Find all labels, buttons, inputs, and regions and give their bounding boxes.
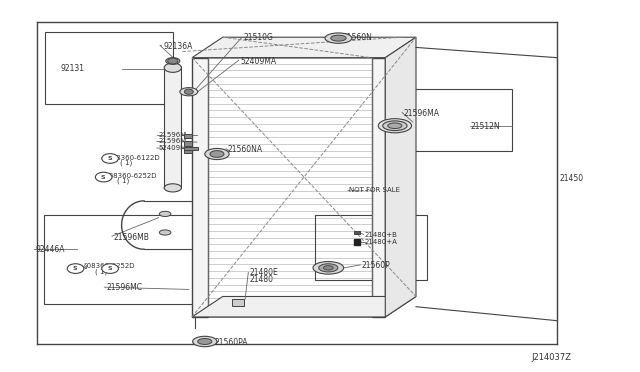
Ellipse shape (313, 262, 344, 274)
Text: ( 1): ( 1) (95, 268, 107, 275)
Ellipse shape (388, 123, 402, 129)
Ellipse shape (323, 266, 333, 270)
Text: ( 1): ( 1) (120, 160, 132, 166)
Bar (164, 68, 181, 188)
Ellipse shape (159, 211, 171, 217)
Bar (192, 58, 208, 317)
Text: 21596MA: 21596MA (403, 109, 439, 118)
Ellipse shape (159, 230, 171, 235)
Ellipse shape (331, 35, 346, 41)
Bar (232, 299, 244, 306)
Ellipse shape (378, 119, 412, 133)
Text: 21480+B: 21480+B (365, 232, 397, 238)
Ellipse shape (164, 184, 182, 192)
Polygon shape (385, 37, 416, 317)
Text: §08360-6252D: §08360-6252D (106, 172, 157, 178)
Ellipse shape (319, 264, 338, 272)
Text: S: S (100, 174, 106, 180)
Text: 92136A: 92136A (163, 42, 193, 51)
Text: 92131: 92131 (61, 64, 84, 73)
Ellipse shape (193, 336, 217, 347)
Text: 21596MC: 21596MC (106, 283, 142, 292)
Text: NOT FOR SALE: NOT FOR SALE (349, 187, 400, 193)
Text: §08360-6122D: §08360-6122D (109, 154, 161, 160)
Bar (315, 215, 427, 280)
Bar (384, 89, 512, 151)
Text: 21480+A: 21480+A (365, 239, 397, 245)
Circle shape (102, 154, 118, 163)
Text: 21596MB: 21596MB (114, 233, 150, 242)
Text: J214037Z: J214037Z (531, 353, 571, 362)
Ellipse shape (166, 58, 180, 64)
Text: 21450: 21450 (560, 174, 584, 183)
Bar (45, 32, 173, 104)
Text: 21560PA: 21560PA (214, 338, 248, 347)
Text: 21480: 21480 (250, 275, 274, 283)
Bar (184, 141, 192, 146)
Text: S: S (107, 266, 112, 271)
Circle shape (184, 89, 193, 94)
Text: §08360-6252D: §08360-6252D (83, 263, 134, 269)
Polygon shape (192, 296, 416, 317)
Text: 21596M: 21596M (159, 132, 187, 138)
Ellipse shape (198, 339, 212, 344)
Text: ( 1): ( 1) (117, 177, 129, 184)
Circle shape (168, 58, 178, 64)
Circle shape (102, 264, 118, 273)
Ellipse shape (205, 148, 229, 160)
Ellipse shape (210, 151, 224, 157)
Text: 21480E: 21480E (250, 268, 278, 277)
Text: 21560P: 21560P (362, 262, 390, 270)
Circle shape (67, 264, 84, 273)
Ellipse shape (164, 63, 182, 72)
Ellipse shape (180, 88, 198, 96)
Text: 52409MA: 52409MA (240, 57, 276, 66)
Text: 21560NA: 21560NA (227, 145, 262, 154)
Text: 92446A: 92446A (35, 245, 65, 254)
Polygon shape (192, 37, 416, 58)
Text: 21512N: 21512N (470, 122, 500, 131)
Text: 21560N: 21560N (342, 33, 372, 42)
Ellipse shape (383, 121, 407, 131)
Circle shape (95, 172, 112, 182)
Bar (184, 134, 192, 138)
Bar (184, 147, 198, 150)
Bar (184, 148, 192, 153)
Bar (354, 231, 360, 234)
Text: S: S (72, 266, 77, 271)
Text: 21510G: 21510G (243, 33, 273, 42)
Bar (44, 215, 197, 304)
Text: 21596M: 21596M (159, 138, 187, 144)
Text: S: S (107, 156, 112, 161)
Text: 52409M: 52409M (159, 145, 187, 151)
Ellipse shape (325, 33, 352, 44)
Bar (372, 58, 385, 317)
